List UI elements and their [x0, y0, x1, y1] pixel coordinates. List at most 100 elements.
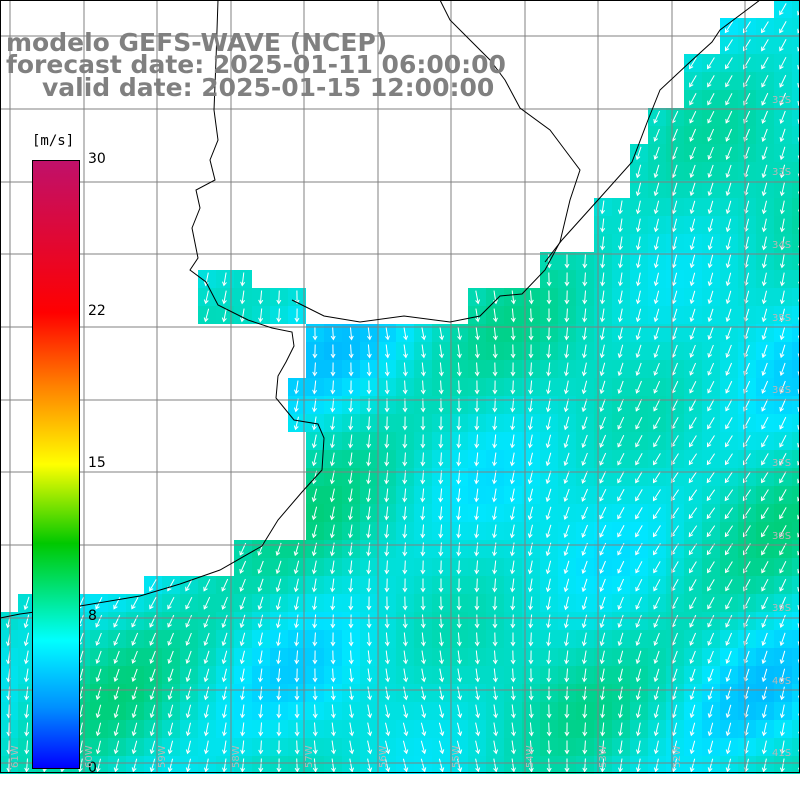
wind-arrow — [707, 614, 715, 628]
wind-speed-cell — [792, 90, 800, 108]
wind-arrow — [564, 704, 570, 719]
lat-label: 34S — [772, 240, 792, 251]
wind-arrow — [402, 416, 408, 431]
wind-arrow — [653, 722, 659, 737]
wind-arrow — [221, 686, 227, 701]
wind-arrow — [528, 614, 534, 629]
wind-arrow — [276, 290, 282, 305]
wind-arrow — [402, 452, 408, 467]
wind-arrow — [599, 668, 605, 683]
wind-arrow — [528, 308, 534, 323]
lon-label: 60W — [84, 745, 95, 768]
wind-arrow — [294, 722, 300, 737]
wind-arrow — [185, 740, 191, 755]
wind-arrow — [546, 740, 552, 755]
wind-arrow — [421, 686, 427, 701]
wind-arrow — [367, 704, 373, 719]
wind-arrow — [671, 758, 678, 773]
wind-arrow — [330, 650, 336, 665]
wind-arrow — [582, 668, 587, 683]
wind-arrow — [689, 650, 696, 665]
wind-arrow — [149, 704, 156, 719]
wind-arrow — [384, 470, 390, 485]
wind-arrow — [563, 488, 570, 503]
wind-arrow — [779, 471, 787, 484]
wind-arrow — [457, 668, 462, 683]
wind-arrow — [474, 416, 480, 431]
wind-speed-cell — [792, 720, 800, 738]
wind-arrow — [384, 632, 390, 647]
wind-arrow — [367, 668, 372, 683]
wind-arrow — [617, 398, 624, 412]
wind-arrow — [95, 686, 102, 701]
wind-arrow — [779, 398, 787, 412]
wind-arrow — [582, 272, 588, 287]
wind-arrow — [528, 326, 534, 341]
wind-arrow — [293, 596, 299, 611]
wind-arrow — [761, 398, 769, 412]
wind-arrow — [113, 632, 121, 646]
wind-speed-cell — [792, 324, 800, 342]
wind-arrow — [510, 380, 516, 395]
wind-arrow — [563, 380, 569, 395]
wind-arrow — [312, 740, 318, 755]
wind-arrow — [545, 452, 552, 467]
wind-arrow — [635, 200, 641, 215]
wind-arrow — [671, 740, 678, 755]
wind-arrow — [779, 380, 786, 395]
wind-arrow — [492, 650, 498, 665]
wind-arrow — [581, 560, 588, 575]
wind-arrow — [421, 344, 426, 359]
wind-arrow — [222, 740, 227, 755]
wind-arrow — [149, 740, 156, 755]
wind-arrow — [600, 236, 606, 251]
wind-arrow — [257, 596, 264, 611]
wind-arrow — [652, 525, 661, 538]
wind-arrow — [761, 362, 768, 377]
wind-arrow — [600, 272, 606, 287]
wind-arrow — [761, 525, 769, 538]
wind-arrow — [222, 272, 227, 287]
wind-arrow — [492, 524, 497, 539]
title-model: modelo GEFS-WAVE (NCEP) — [6, 28, 388, 57]
wind-arrow — [167, 722, 174, 737]
wind-arrow — [706, 453, 716, 466]
wind-arrow — [240, 740, 246, 755]
wind-arrow — [546, 308, 552, 323]
wind-arrow — [618, 758, 623, 773]
wind-arrow — [688, 507, 698, 520]
wind-arrow — [671, 290, 678, 305]
wind-arrow — [689, 93, 697, 106]
wind-arrow — [689, 254, 696, 269]
wind-arrow — [384, 416, 390, 431]
wind-arrow — [761, 758, 767, 773]
lon-label: 52W — [672, 745, 683, 768]
wind-arrow — [779, 686, 785, 701]
wind-arrow — [456, 524, 462, 539]
wind-arrow — [779, 434, 787, 448]
wind-arrow — [725, 236, 732, 251]
wind-arrow — [349, 740, 355, 755]
wind-arrow — [294, 668, 300, 683]
wind-arrow — [402, 506, 408, 521]
wind-arrow — [528, 596, 533, 611]
wind-arrow — [366, 452, 372, 467]
wind-arrow — [689, 164, 696, 179]
wind-arrow — [564, 344, 570, 359]
wind-speed-cell — [792, 54, 800, 72]
wind-arrow — [294, 686, 300, 701]
wind-arrow — [599, 560, 606, 574]
wind-arrow — [725, 308, 732, 323]
wind-arrow — [617, 200, 623, 215]
wind-arrow — [581, 398, 588, 413]
wind-arrow — [545, 488, 552, 503]
wind-arrow — [113, 758, 120, 773]
wind-arrow — [779, 92, 787, 106]
wind-arrow — [600, 758, 606, 773]
wind-arrow — [420, 362, 426, 377]
wind-arrow — [239, 578, 246, 592]
wind-arrow — [582, 290, 588, 305]
wind-arrow — [331, 758, 336, 773]
wind-speed-cell — [792, 558, 800, 576]
wind-arrow — [384, 344, 390, 359]
